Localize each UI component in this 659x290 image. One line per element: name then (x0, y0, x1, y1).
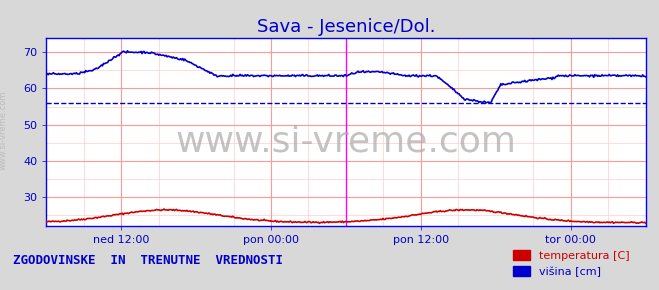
Text: www.si-vreme.com: www.si-vreme.com (0, 91, 8, 170)
Title: Sava - Jesenice/Dol.: Sava - Jesenice/Dol. (257, 18, 435, 36)
Legend: temperatura [C], višina [cm]: temperatura [C], višina [cm] (509, 246, 634, 282)
Text: www.si-vreme.com: www.si-vreme.com (175, 124, 517, 158)
Text: ZGODOVINSKE  IN  TRENUTNE  VREDNOSTI: ZGODOVINSKE IN TRENUTNE VREDNOSTI (13, 254, 283, 267)
